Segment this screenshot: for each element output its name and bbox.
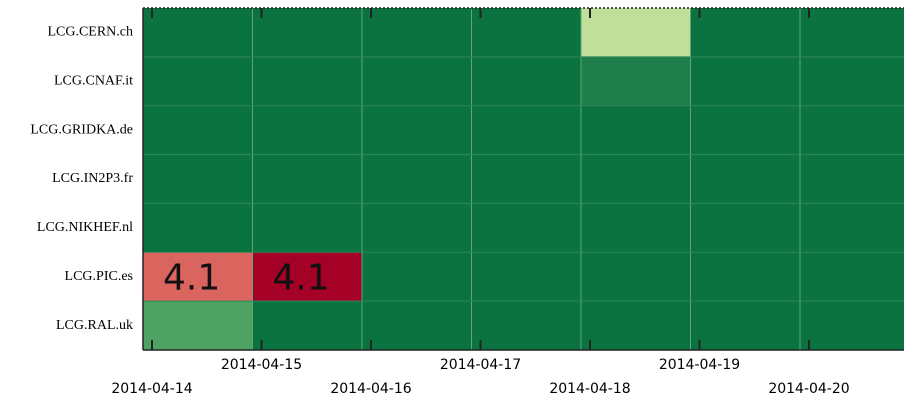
cell xyxy=(362,105,472,156)
cell xyxy=(581,154,691,204)
cell xyxy=(581,301,691,351)
cell xyxy=(690,105,801,156)
cell xyxy=(690,8,801,58)
cell xyxy=(800,154,904,204)
cell xyxy=(252,203,363,253)
cell xyxy=(800,252,904,302)
row-label: LCG.NIKHEF.nl xyxy=(37,220,133,235)
cell xyxy=(143,203,253,253)
x-tick-label: 2014-04-14 xyxy=(111,381,192,397)
cell-label: 4.1 xyxy=(163,258,220,299)
cell xyxy=(690,56,801,107)
cell xyxy=(471,203,582,253)
row-label: LCG.RAL.uk xyxy=(56,318,133,333)
x-tick-label: 2014-04-20 xyxy=(768,381,849,397)
cell xyxy=(690,154,801,204)
cell xyxy=(143,154,253,204)
row-label: LCG.GRIDKA.de xyxy=(30,122,133,137)
cell xyxy=(471,252,582,302)
cell xyxy=(143,252,253,302)
cell xyxy=(690,203,801,253)
cell xyxy=(252,252,363,302)
cell xyxy=(362,301,472,351)
cell xyxy=(362,203,472,253)
cell xyxy=(362,252,472,302)
row-label: LCG.PIC.es xyxy=(65,269,133,284)
cell xyxy=(252,56,363,107)
row-label: LCG.CNAF.it xyxy=(54,74,133,89)
cell xyxy=(800,301,904,351)
cell xyxy=(143,56,253,107)
row-label: LCG.IN2P3.fr xyxy=(52,171,133,186)
cell xyxy=(471,8,582,58)
cell xyxy=(362,8,472,58)
cell xyxy=(581,56,691,107)
cell xyxy=(252,154,363,204)
cell xyxy=(362,56,472,107)
cell xyxy=(581,105,691,156)
x-tick-label: 2014-04-19 xyxy=(659,357,740,373)
cell-label: 4.1 xyxy=(273,258,330,299)
cell xyxy=(252,301,363,351)
cell xyxy=(252,105,363,156)
x-tick-label: 2014-04-18 xyxy=(549,381,630,397)
cell xyxy=(471,105,582,156)
cell xyxy=(800,8,904,58)
cell xyxy=(690,301,801,351)
cell xyxy=(143,8,253,58)
x-tick-label: 2014-04-15 xyxy=(221,357,302,373)
cell xyxy=(800,105,904,156)
cell xyxy=(471,301,582,351)
cell xyxy=(471,154,582,204)
row-label: LCG.CERN.ch xyxy=(47,25,133,40)
cell xyxy=(800,56,904,107)
cell xyxy=(581,8,691,58)
cell xyxy=(362,154,472,204)
cell xyxy=(690,252,801,302)
cell xyxy=(143,301,253,351)
cell xyxy=(471,56,582,107)
cell xyxy=(800,203,904,253)
cell xyxy=(252,8,363,58)
cell xyxy=(581,203,691,253)
x-tick-label: 2014-04-16 xyxy=(330,381,411,397)
cell xyxy=(581,252,691,302)
cell xyxy=(143,105,253,156)
x-tick-label: 2014-04-17 xyxy=(440,357,521,373)
